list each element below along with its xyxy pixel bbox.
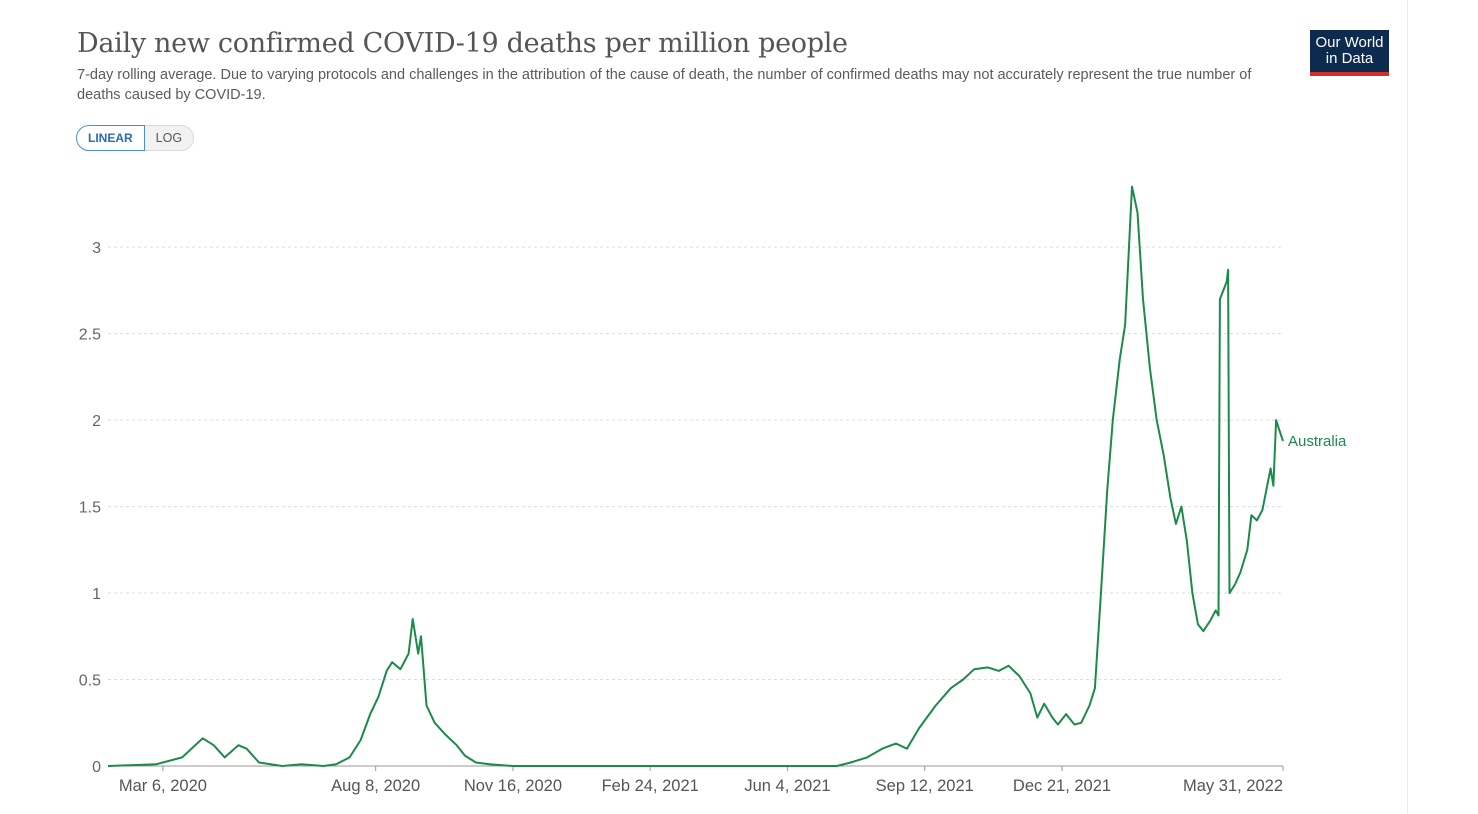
chart-card: Daily new confirmed COVID-19 deaths per … [76, 0, 1408, 814]
x-tick-label: Sep 12, 2021 [876, 777, 974, 795]
x-tick-label: Jun 4, 2021 [744, 777, 830, 795]
logo-line-2: in Data [1325, 50, 1374, 67]
log-scale-button[interactable]: LOG [144, 125, 195, 151]
y-tick-label: 2 [92, 413, 101, 430]
line-chart: 0 0.5 1 1.5 2 2.5 3 Mar 6, 2020 Aug 8, 2020 Nov … [79, 185, 1347, 795]
series-line-australia[interactable] [107, 185, 1284, 767]
linear-scale-button[interactable]: LINEAR [76, 125, 145, 151]
chart-subtitle: 7-day rolling average. Due to varying pr… [77, 67, 1252, 103]
x-tick-label: Mar 6, 2020 [119, 777, 207, 795]
series-labels[interactable]: Australia [1288, 433, 1347, 450]
logo-line-1: Our World [1315, 34, 1384, 51]
y-tick-label: 3 [92, 240, 101, 257]
x-tick-label: May 31, 2022 [1183, 777, 1283, 795]
y-tick-label: 0.5 [79, 673, 101, 690]
series-label-australia[interactable]: Australia [1288, 433, 1347, 450]
owid-logo[interactable]: Our World in Data [1310, 30, 1389, 76]
x-axis: Mar 6, 2020 Aug 8, 2020 Nov 16, 2020 Feb 24… [108, 765, 1284, 795]
chart-title: Daily new confirmed COVID-19 deaths per … [77, 28, 848, 59]
y-axis-ticks: 0 0.5 1 1.5 2 2.5 3 [79, 240, 101, 776]
y-tick-label: 1 [92, 586, 101, 603]
scale-toggle: LINEAR LOG [76, 125, 195, 151]
y-tick-label: 2.5 [79, 327, 101, 344]
x-tick-label: Feb 24, 2021 [602, 777, 699, 795]
y-tick-label: 0 [92, 759, 101, 776]
x-tick-label: Dec 21, 2021 [1013, 777, 1111, 795]
x-tick-label: Aug 8, 2020 [331, 777, 420, 795]
y-tick-label: 1.5 [79, 500, 101, 517]
series-lines [107, 185, 1284, 767]
x-tick-label: Nov 16, 2020 [464, 777, 562, 795]
grid-lines [108, 246, 1283, 681]
